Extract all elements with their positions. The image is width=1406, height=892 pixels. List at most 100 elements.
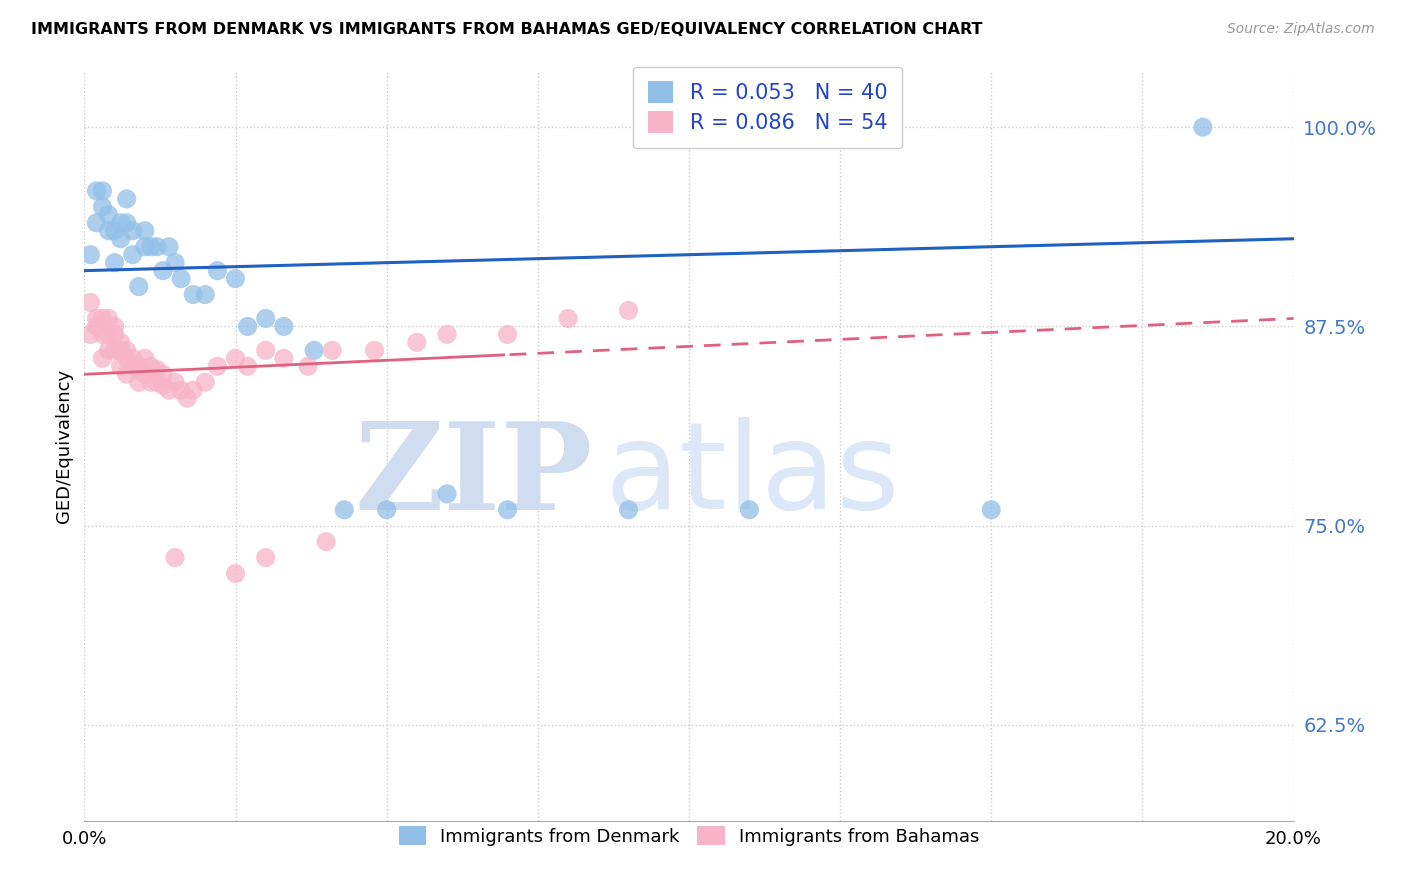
Point bbox=[115, 343, 138, 358]
Point bbox=[557, 311, 579, 326]
Point bbox=[152, 263, 174, 277]
Point bbox=[79, 327, 101, 342]
Point bbox=[128, 359, 150, 374]
Point bbox=[91, 200, 114, 214]
Point bbox=[146, 376, 169, 390]
Point bbox=[121, 351, 143, 366]
Point bbox=[97, 343, 120, 358]
Point bbox=[91, 311, 114, 326]
Point bbox=[97, 208, 120, 222]
Point bbox=[617, 502, 640, 516]
Point bbox=[194, 287, 217, 301]
Text: IMMIGRANTS FROM DENMARK VS IMMIGRANTS FROM BAHAMAS GED/EQUIVALENCY CORRELATION C: IMMIGRANTS FROM DENMARK VS IMMIGRANTS FR… bbox=[31, 22, 983, 37]
Point bbox=[121, 224, 143, 238]
Point bbox=[321, 343, 343, 358]
Point bbox=[134, 240, 156, 254]
Point bbox=[302, 343, 325, 358]
Point bbox=[104, 255, 127, 269]
Point bbox=[104, 327, 127, 342]
Point bbox=[152, 368, 174, 382]
Point bbox=[1192, 120, 1215, 135]
Point bbox=[97, 327, 120, 342]
Point bbox=[273, 351, 295, 366]
Point bbox=[134, 224, 156, 238]
Point bbox=[170, 383, 193, 397]
Point bbox=[134, 368, 156, 382]
Point bbox=[110, 343, 132, 358]
Point bbox=[181, 287, 204, 301]
Point bbox=[297, 359, 319, 374]
Point bbox=[97, 224, 120, 238]
Point bbox=[121, 359, 143, 374]
Point bbox=[115, 368, 138, 382]
Point bbox=[152, 378, 174, 392]
Point bbox=[104, 343, 127, 358]
Point bbox=[110, 335, 132, 350]
Point bbox=[128, 279, 150, 293]
Point bbox=[254, 311, 277, 326]
Point bbox=[110, 232, 132, 246]
Point bbox=[617, 303, 640, 318]
Point bbox=[165, 550, 187, 565]
Point bbox=[436, 487, 458, 501]
Text: atlas: atlas bbox=[605, 417, 900, 534]
Point bbox=[165, 376, 187, 390]
Text: Source: ZipAtlas.com: Source: ZipAtlas.com bbox=[1227, 22, 1375, 37]
Point bbox=[79, 295, 101, 310]
Point bbox=[315, 534, 337, 549]
Point bbox=[115, 192, 138, 206]
Point bbox=[406, 335, 429, 350]
Point bbox=[97, 311, 120, 326]
Point bbox=[333, 502, 356, 516]
Point bbox=[194, 376, 217, 390]
Point bbox=[363, 343, 385, 358]
Point bbox=[176, 391, 198, 405]
Point bbox=[738, 502, 761, 516]
Point bbox=[236, 359, 259, 374]
Point bbox=[110, 359, 132, 374]
Point bbox=[225, 351, 247, 366]
Point bbox=[170, 271, 193, 285]
Point bbox=[157, 383, 180, 397]
Point bbox=[104, 319, 127, 334]
Point bbox=[496, 502, 519, 516]
Point bbox=[165, 255, 187, 269]
Point bbox=[139, 359, 162, 374]
Point bbox=[134, 351, 156, 366]
Point bbox=[139, 376, 162, 390]
Point bbox=[254, 343, 277, 358]
Point bbox=[207, 359, 229, 374]
Point bbox=[79, 248, 101, 262]
Point bbox=[121, 248, 143, 262]
Text: ZIP: ZIP bbox=[354, 417, 592, 535]
Point bbox=[225, 271, 247, 285]
Point bbox=[128, 376, 150, 390]
Point bbox=[115, 216, 138, 230]
Point bbox=[86, 216, 108, 230]
Point bbox=[91, 327, 114, 342]
Point bbox=[157, 240, 180, 254]
Point bbox=[86, 184, 108, 198]
Point bbox=[496, 327, 519, 342]
Point bbox=[110, 216, 132, 230]
Point bbox=[146, 240, 169, 254]
Legend: Immigrants from Denmark, Immigrants from Bahamas: Immigrants from Denmark, Immigrants from… bbox=[391, 819, 987, 853]
Point bbox=[146, 362, 169, 376]
Point bbox=[375, 502, 398, 516]
Point bbox=[980, 502, 1002, 516]
Point bbox=[91, 351, 114, 366]
Point bbox=[86, 319, 108, 334]
Point bbox=[207, 263, 229, 277]
Point bbox=[115, 351, 138, 366]
Point bbox=[436, 327, 458, 342]
Point bbox=[225, 566, 247, 581]
Y-axis label: GED/Equivalency: GED/Equivalency bbox=[55, 369, 73, 523]
Point bbox=[181, 383, 204, 397]
Point bbox=[254, 550, 277, 565]
Point bbox=[104, 224, 127, 238]
Point bbox=[91, 184, 114, 198]
Point bbox=[139, 240, 162, 254]
Point bbox=[236, 319, 259, 334]
Point bbox=[273, 319, 295, 334]
Point bbox=[86, 311, 108, 326]
